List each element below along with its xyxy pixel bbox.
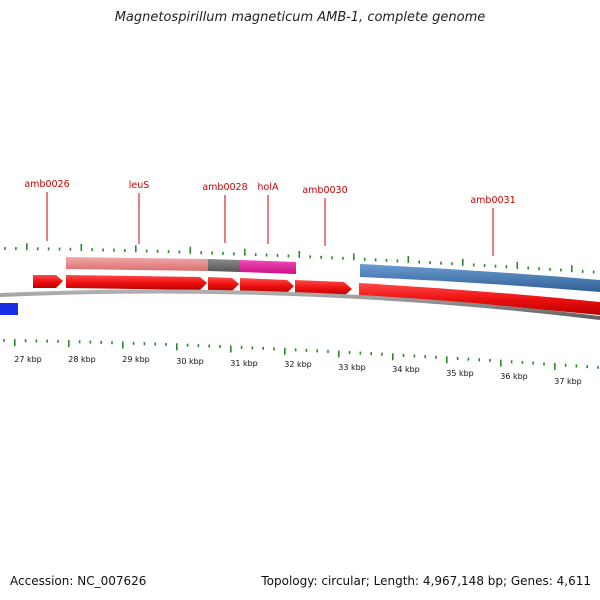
gene-label-amb0031: amb0031 — [470, 195, 515, 206]
amb0031-feature-steelblue — [360, 264, 600, 292]
gene-label-leuS: leuS — [129, 180, 150, 191]
kbp-label: 34 kbp — [392, 365, 420, 374]
lower-tick-row — [3, 339, 599, 371]
kbp-label: 29 kbp — [122, 355, 150, 364]
cds-arrow-holA — [240, 278, 294, 293]
cds-arrow-leuS — [66, 275, 207, 290]
kbp-label: 32 kbp — [284, 360, 312, 369]
cds-arrow-amb0028 — [208, 277, 239, 291]
gene-label-holA: holA — [258, 182, 279, 193]
kbp-label: 28 kbp — [68, 355, 96, 364]
kbp-label: 37 kbp — [554, 377, 582, 386]
cds-track — [33, 275, 600, 315]
gene-label-amb0030: amb0030 — [302, 185, 347, 196]
gene-labels: amb0026 leuS amb0028 holA amb0030 amb0031 — [24, 179, 516, 256]
amb0028-feature-gray — [208, 259, 240, 272]
genome-backbone — [0, 289, 600, 320]
gene-label-amb0028: amb0028 — [202, 182, 247, 193]
accession-text: Accession: NC_007626 — [10, 574, 147, 588]
leuS-feature-pink — [66, 257, 208, 271]
genome-title: Magnetospirillum magneticum AMB-1, compl… — [114, 10, 486, 25]
cds-arrow-amb0030 — [295, 280, 352, 296]
kbp-labels: 27 kbp 28 kbp 29 kbp 30 kbp 31 kbp 32 kbp 33 k… — [14, 355, 582, 386]
holA-feature-magenta — [240, 260, 296, 274]
genome-summary-text: Topology: circular; Length: 4,967,148 bp… — [261, 574, 591, 588]
kbp-label: 31 kbp — [230, 359, 258, 368]
upper-tick-row — [4, 243, 595, 274]
kbp-label: 27 kbp — [14, 355, 42, 364]
kbp-label: 36 kbp — [500, 372, 528, 381]
gene-label-amb0026: amb0026 — [24, 179, 69, 190]
kbp-label: 30 kbp — [176, 357, 204, 366]
kbp-label: 35 kbp — [446, 369, 474, 378]
reverse-feature-blue — [0, 303, 18, 315]
kbp-label: 33 kbp — [338, 363, 366, 372]
cds-arrow-amb0031 — [359, 283, 600, 315]
feature-track-upper — [66, 257, 600, 292]
cds-arrow-amb0026 — [33, 275, 63, 288]
